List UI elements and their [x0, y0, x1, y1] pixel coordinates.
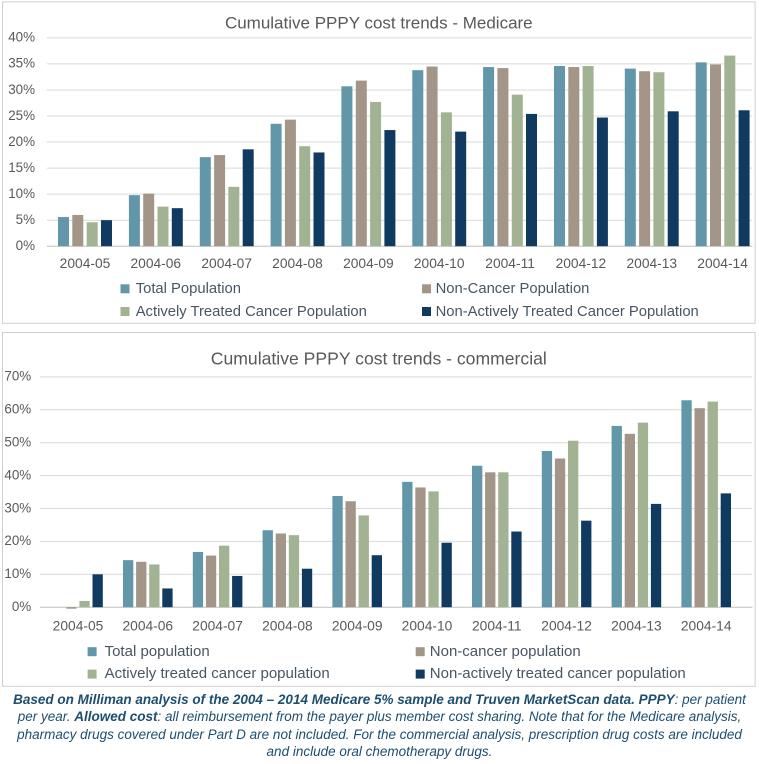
svg-text:2004-08: 2004-08 [272, 256, 323, 271]
svg-text:2004-07: 2004-07 [192, 619, 243, 634]
svg-text:25%: 25% [8, 108, 35, 123]
svg-text:2004-11: 2004-11 [485, 256, 535, 271]
svg-text:Non-cancer population: Non-cancer population [430, 643, 581, 660]
svg-text:2004-14: 2004-14 [697, 256, 748, 271]
svg-text:0%: 0% [12, 599, 31, 614]
svg-text:10%: 10% [8, 186, 35, 201]
svg-text:2004-12: 2004-12 [556, 256, 607, 271]
svg-text:2004-10: 2004-10 [402, 619, 453, 634]
svg-text:15%: 15% [8, 160, 35, 175]
svg-text:Cumulative PPPY cost trends -: Cumulative PPPY cost trends - Medicare [225, 14, 533, 33]
svg-text:70%: 70% [4, 369, 31, 384]
svg-text:Total Population: Total Population [136, 281, 241, 297]
svg-text:Non-actively treated cancer po: Non-actively treated cancer population [430, 665, 686, 682]
svg-text:0%: 0% [16, 238, 35, 253]
svg-text:30%: 30% [8, 82, 35, 97]
svg-text:35%: 35% [8, 56, 35, 71]
svg-text:20%: 20% [4, 533, 31, 548]
svg-text:40%: 40% [4, 467, 31, 482]
svg-text:2004-14: 2004-14 [681, 619, 732, 634]
svg-text:50%: 50% [4, 435, 31, 450]
svg-text:Actively treated cancer popula: Actively treated cancer population [105, 665, 330, 682]
svg-text:5%: 5% [16, 212, 35, 227]
svg-text:2004-07: 2004-07 [201, 256, 252, 271]
svg-text:2004-06: 2004-06 [122, 619, 173, 634]
svg-text:2004-09: 2004-09 [332, 619, 383, 634]
svg-text:Total population: Total population [105, 643, 210, 660]
svg-text:2004-05: 2004-05 [53, 619, 104, 634]
svg-text:2004-09: 2004-09 [343, 256, 394, 271]
svg-text:2004-13: 2004-13 [611, 619, 662, 634]
svg-text:2004-06: 2004-06 [130, 256, 181, 271]
svg-text:10%: 10% [4, 566, 31, 581]
svg-text:30%: 30% [4, 500, 31, 515]
svg-text:20%: 20% [8, 134, 35, 149]
svg-text:2004-05: 2004-05 [60, 256, 111, 271]
svg-text:40%: 40% [8, 30, 35, 45]
svg-text:2004-11: 2004-11 [472, 619, 522, 634]
svg-text:2004-12: 2004-12 [541, 619, 592, 634]
svg-text:Cumulative PPPY cost trends -: Cumulative PPPY cost trends - commercial [211, 349, 547, 369]
svg-text:2004-08: 2004-08 [262, 619, 313, 634]
svg-text:2004-13: 2004-13 [626, 256, 677, 271]
svg-text:Non-Actively Treated Cancer Po: Non-Actively Treated Cancer Population [436, 304, 699, 320]
svg-text:Non-Cancer Population: Non-Cancer Population [436, 281, 590, 297]
svg-text:60%: 60% [4, 402, 31, 417]
svg-text:Actively Treated Cancer Popula: Actively Treated Cancer Population [136, 304, 367, 320]
svg-text:2004-10: 2004-10 [414, 256, 465, 271]
